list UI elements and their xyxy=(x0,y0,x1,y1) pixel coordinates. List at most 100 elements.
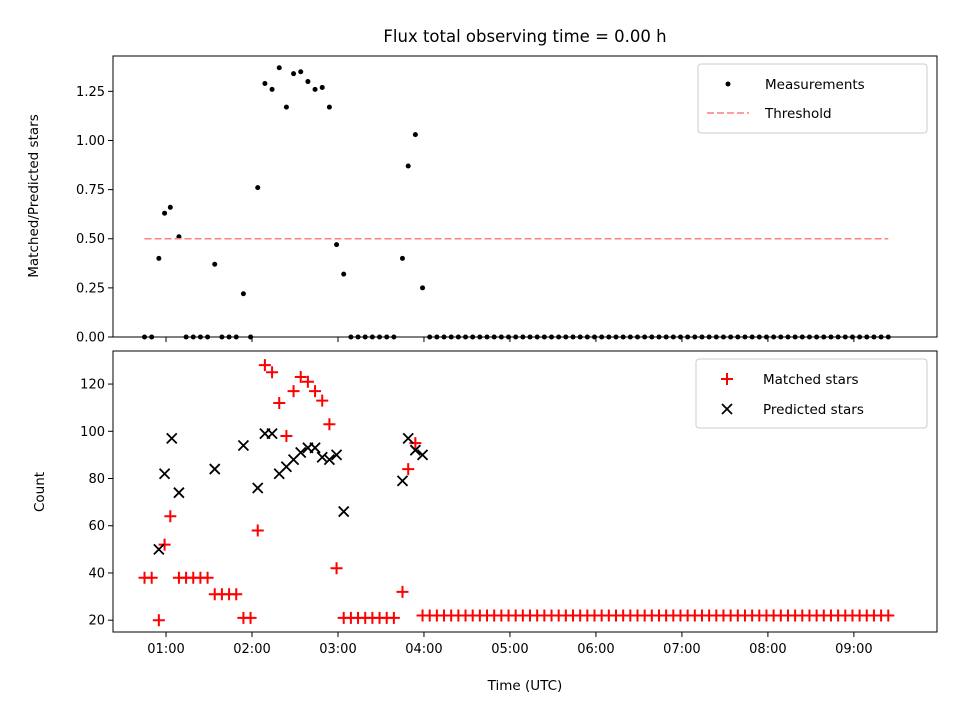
predicted-stars-point xyxy=(402,432,414,445)
matched-stars-point xyxy=(158,538,171,551)
bottom-axis-ticks: 01:00 02:00 03:00 04:00 05:00 06:00 07:00 08:00… xyxy=(80,378,872,657)
predicted-stars-point xyxy=(309,442,321,454)
y-tick-label: 60 xyxy=(88,519,105,534)
predicted-stars-point xyxy=(409,444,422,456)
matched-stars-point xyxy=(244,611,257,624)
predicted-stars-point xyxy=(173,487,185,499)
matched-stars-point xyxy=(882,609,895,622)
predicted-stars-point xyxy=(295,446,307,459)
measurement-point xyxy=(276,65,282,71)
top-axis-ticks: 0.00 0.25 0.50 0.75 1.00 1.25 xyxy=(76,85,855,346)
measurement-point xyxy=(305,79,311,85)
y-tick-label: 0.50 xyxy=(76,232,105,247)
measurement-point xyxy=(319,84,325,90)
matched-stars-point xyxy=(316,394,329,407)
predicted-stars-point xyxy=(416,449,429,461)
y-tick-label: 120 xyxy=(80,378,105,393)
legend-marker-measurements xyxy=(725,81,731,87)
y-tick-label: 0.75 xyxy=(76,183,105,198)
measurement-point xyxy=(334,242,340,248)
legend-marker-matched-stars xyxy=(721,373,733,385)
y-tick-label: 80 xyxy=(88,472,105,487)
measurement-point xyxy=(326,104,332,110)
matched-stars-point xyxy=(287,385,300,398)
y-tick-label: 1.00 xyxy=(76,134,105,149)
x-axis-label: Time (UTC) xyxy=(487,678,563,694)
y-tick-label: 40 xyxy=(88,566,105,581)
x-tick-label: 05:00 xyxy=(491,642,528,657)
matched-stars-point xyxy=(145,571,158,584)
matched-stars-point xyxy=(330,562,343,575)
measurement-point xyxy=(399,255,405,261)
y-tick-label: 0.00 xyxy=(76,331,105,346)
matched-stars-point xyxy=(280,430,293,443)
top-legend-box xyxy=(697,63,928,134)
predicted-stars-point xyxy=(338,505,350,518)
chart-title: Flux total observing time = 0.00 h xyxy=(383,27,666,46)
matched-stars-point xyxy=(402,463,415,476)
y-tick-label: 100 xyxy=(80,425,105,440)
matched-stars-point xyxy=(258,359,271,372)
y-tick-label: 1.25 xyxy=(76,85,105,100)
matched-stars-point xyxy=(409,437,422,450)
y-tick-label: 0.25 xyxy=(76,281,105,296)
predicted-stars-point xyxy=(252,482,264,494)
predicted-stars-point xyxy=(158,468,171,480)
measurement-point xyxy=(255,185,261,191)
predicted-stars-point xyxy=(323,453,336,466)
measurement-point xyxy=(262,81,268,87)
x-tick-label: 09:00 xyxy=(835,642,872,657)
legend-marker-predicted-stars xyxy=(721,403,733,415)
predicted-stars-point xyxy=(166,432,178,445)
matched-stars-point xyxy=(323,418,336,431)
measurement-point xyxy=(212,261,218,267)
matched-stars-point xyxy=(201,571,214,584)
top-y-axis-label: Matched/Predicted stars xyxy=(26,114,42,277)
top-legend: Measurements Threshold xyxy=(697,63,928,134)
predicted-stars-point xyxy=(237,439,250,452)
matched-stars-point xyxy=(396,585,409,598)
bottom-axes: Count Time (UTC) 01:00 02:00 03:00 04:00 05:… xyxy=(32,350,938,694)
measurement-point xyxy=(162,210,168,216)
x-tick-label: 07:00 xyxy=(663,642,700,657)
measurement-point xyxy=(405,163,411,169)
matched-stars-point xyxy=(251,524,264,537)
measurement-point xyxy=(291,71,297,77)
measurement-point xyxy=(240,291,246,297)
legend-label-measurements: Measurements xyxy=(765,77,865,93)
x-tick-label: 06:00 xyxy=(577,642,614,657)
predicted-stars-point xyxy=(266,428,278,440)
matched-stars-point xyxy=(273,396,286,409)
bottom-plot-area xyxy=(138,359,895,627)
predicted-stars-point xyxy=(396,475,409,487)
bottom-y-axis-label: Count xyxy=(32,472,48,512)
measurement-point xyxy=(283,104,289,110)
measurement-point xyxy=(312,86,318,92)
top-axes: Flux total observing time = 0.00 h Match… xyxy=(26,27,938,346)
y-tick-label: 20 xyxy=(88,614,105,629)
matched-stars-point xyxy=(294,370,307,383)
bottom-legend: Matched stars Predicted stars xyxy=(695,358,928,429)
predicted-stars-point xyxy=(209,463,221,475)
legend-label-matched-stars: Matched stars xyxy=(763,372,859,388)
top-axes-frame xyxy=(112,55,938,338)
matched-stars-point xyxy=(387,611,400,624)
matched-stars-point xyxy=(266,366,279,379)
measurement-point xyxy=(298,69,304,75)
x-tick-label: 02:00 xyxy=(233,642,270,657)
measurement-point xyxy=(167,204,173,210)
legend-label-threshold: Threshold xyxy=(764,106,832,122)
matched-stars-point xyxy=(164,510,177,523)
predicted-stars-point xyxy=(153,543,165,555)
bottom-legend-box xyxy=(695,358,928,429)
measurement-point xyxy=(156,255,162,261)
measurement-point xyxy=(341,271,347,277)
x-tick-label: 03:00 xyxy=(319,642,356,657)
x-tick-label: 08:00 xyxy=(749,642,786,657)
measurement-point xyxy=(420,285,426,291)
matched-stars-point xyxy=(152,614,165,627)
measurement-point xyxy=(412,132,418,138)
predicted-stars-point xyxy=(330,449,343,461)
x-tick-label: 04:00 xyxy=(405,642,442,657)
